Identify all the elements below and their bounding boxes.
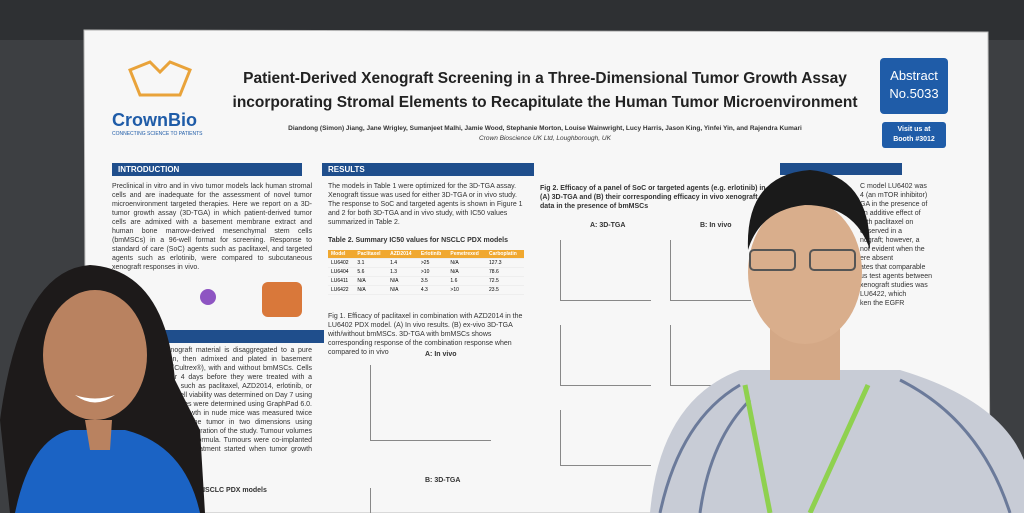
summary-line: with paclitaxel on — [860, 219, 914, 226]
plot — [370, 365, 491, 441]
table-cell: 23.5 — [486, 285, 524, 295]
table-cell: 127.3 — [486, 258, 524, 268]
table-cell: AZD2014 — [387, 250, 418, 259]
table-cell: Model — [328, 250, 355, 259]
summary-line: nograft; however, a — [860, 237, 920, 244]
summary-line: ates that comparable — [860, 264, 926, 271]
table-cell: Pemetrexed — [447, 250, 487, 259]
table-cell: >10 — [417, 267, 448, 277]
summary-line: 4 (an mTOR inhibitor) — [860, 192, 928, 199]
table-cell: 72.5 — [486, 276, 524, 286]
plot — [560, 410, 651, 466]
table-cell: Paclitaxel — [354, 250, 388, 259]
summary-line: ere absent — [860, 255, 894, 262]
table-row: LU6404 5.6 1.3 >10 N/A 78.6 — [328, 267, 524, 277]
ic50-table: Model Paclitaxel AZD2014 Erlotinib Pemetrexe… — [328, 250, 524, 295]
methods-text: Tumor cells or xenograft material is dis… — [112, 347, 312, 462]
table-cell: 1.3 — [387, 267, 418, 277]
summary-line: LU6422, which — [860, 291, 907, 298]
summary: C model LU6402 was 4 (an mTOR inhibitor) G… — [860, 182, 975, 308]
abstract-2: No.5033 — [889, 86, 939, 101]
fig1-a: A: In vivo — [425, 351, 457, 358]
table-row: LU6422 N/A N/A 4.3 >10 23.5 — [328, 285, 524, 295]
fig1-b: B: 3D-TGA — [425, 477, 461, 484]
intro-text: Preclinical in vitro and in vivo tumor m… — [112, 183, 312, 271]
plot — [560, 325, 651, 386]
table-cell: >25 — [417, 258, 448, 268]
summary-line: an additive effect of — [860, 210, 921, 217]
table-cell: 5.6 — [354, 267, 388, 277]
table-cell: N/A — [354, 285, 388, 295]
table-cell: 3.1 — [354, 258, 388, 268]
summary-line: GA in the presence of — [860, 201, 928, 208]
summary-line: xenograft studies was — [860, 282, 928, 289]
results-heading: RESULTS — [322, 163, 534, 176]
visit-2: Booth #3012 — [893, 136, 935, 143]
title-2: incorporating Stromal Elements to Recapi… — [232, 94, 858, 111]
plot — [370, 488, 491, 513]
table-cell: LU6422 — [328, 285, 355, 295]
table-cell: N/A — [447, 267, 487, 277]
table-cell: Carboplatin — [486, 250, 524, 259]
table-cell: Erlotinib — [417, 250, 448, 259]
visit-1: Visit us at — [897, 126, 931, 133]
summary-line: observed in a — [860, 228, 903, 235]
table-cell: LU6402 — [328, 258, 355, 268]
table-title: Table 2. Summary IC50 values for NSCLC P… — [328, 237, 508, 244]
plot — [670, 325, 751, 386]
table-cell: LU6411 — [328, 276, 355, 286]
summary-line: us test agents between — [860, 273, 932, 280]
table-row: LU6411 N/A N/A 3.5 1.6 72.5 — [328, 276, 524, 286]
table-cell: N/A — [447, 258, 487, 268]
plot — [670, 240, 751, 301]
abstract-1: Abstract — [890, 68, 938, 83]
fig2-caption: Fig 2. Efficacy of a panel of SoC or tar… — [540, 185, 766, 210]
table-row: Model Paclitaxel AZD2014 Erlotinib Pemetrexe… — [328, 250, 524, 259]
table-row: LU6402 3.1 1.4 >25 N/A 127.3 — [328, 258, 524, 268]
intro-heading: INTRODUCTION — [112, 163, 302, 176]
table-cell: 1.6 — [447, 276, 487, 286]
fig1-caption: Fig 1. Efficacy of paclitaxel in combina… — [328, 313, 523, 356]
table-cell: 3.5 — [417, 276, 448, 286]
plot — [560, 240, 651, 301]
logo-tagline: CONNECTING SCIENCE TO PATIENTS — [112, 131, 203, 137]
table-cell: N/A — [387, 285, 418, 295]
table-cell: N/A — [387, 276, 418, 286]
table-cell: 78.6 — [486, 267, 524, 277]
summary-line: ken the EGFR — [860, 300, 905, 307]
fig2-b: B: In vivo — [700, 222, 732, 229]
table-cell: >10 — [447, 285, 487, 295]
table-cell: 1.4 — [387, 258, 418, 268]
authors: Diandong (Simon) Jiang, Jane Wrigley, Su… — [288, 125, 802, 132]
summary-line: C model LU6402 was — [860, 183, 927, 190]
logo-name: CrownBio — [112, 110, 197, 130]
fig2-a: A: 3D-TGA — [590, 222, 626, 229]
affiliation: Crown Bioscience UK Ltd, Loughborough, U… — [479, 135, 611, 142]
title-1: Patient-Derived Xenograft Screening in a… — [243, 70, 847, 87]
table-cell: N/A — [354, 276, 388, 286]
table-cell: LU6404 — [328, 267, 355, 277]
summary-line: not evident when the — [860, 246, 925, 253]
results-text: The models in Table 1 were optimized for… — [328, 183, 523, 226]
table-cell: 4.3 — [417, 285, 448, 295]
methods-table-label: NSCLC PDX models — [200, 487, 267, 494]
